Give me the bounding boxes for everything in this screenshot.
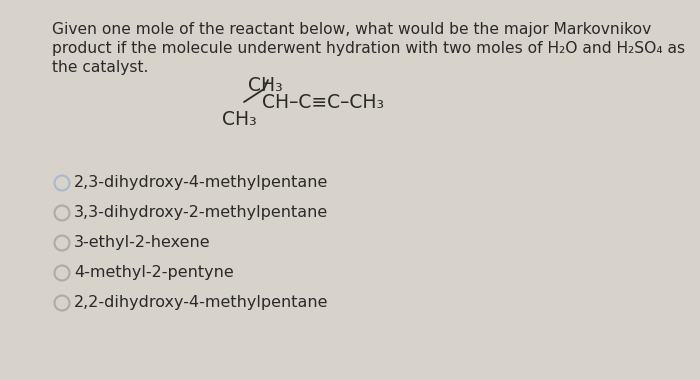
- Text: Given one mole of the reactant below, what would be the major Markovnikov: Given one mole of the reactant below, wh…: [52, 22, 651, 37]
- Text: CH₃: CH₃: [248, 76, 283, 95]
- Text: the catalyst.: the catalyst.: [52, 60, 148, 75]
- Text: 3,3-dihydroxy-2-methylpentane: 3,3-dihydroxy-2-methylpentane: [74, 206, 328, 220]
- Text: 2,2-dihydroxy-4-methylpentane: 2,2-dihydroxy-4-methylpentane: [74, 296, 328, 310]
- Text: 2,3-dihydroxy-4-methylpentane: 2,3-dihydroxy-4-methylpentane: [74, 176, 328, 190]
- Text: 3-ethyl-2-hexene: 3-ethyl-2-hexene: [74, 236, 211, 250]
- Text: CH–C≡C–CH₃: CH–C≡C–CH₃: [262, 93, 384, 112]
- Text: 4-methyl-2-pentyne: 4-methyl-2-pentyne: [74, 266, 234, 280]
- Text: CH₃: CH₃: [222, 110, 257, 129]
- Text: product if the molecule underwent hydration with two moles of H₂O and H₂SO₄ as: product if the molecule underwent hydrat…: [52, 41, 685, 56]
